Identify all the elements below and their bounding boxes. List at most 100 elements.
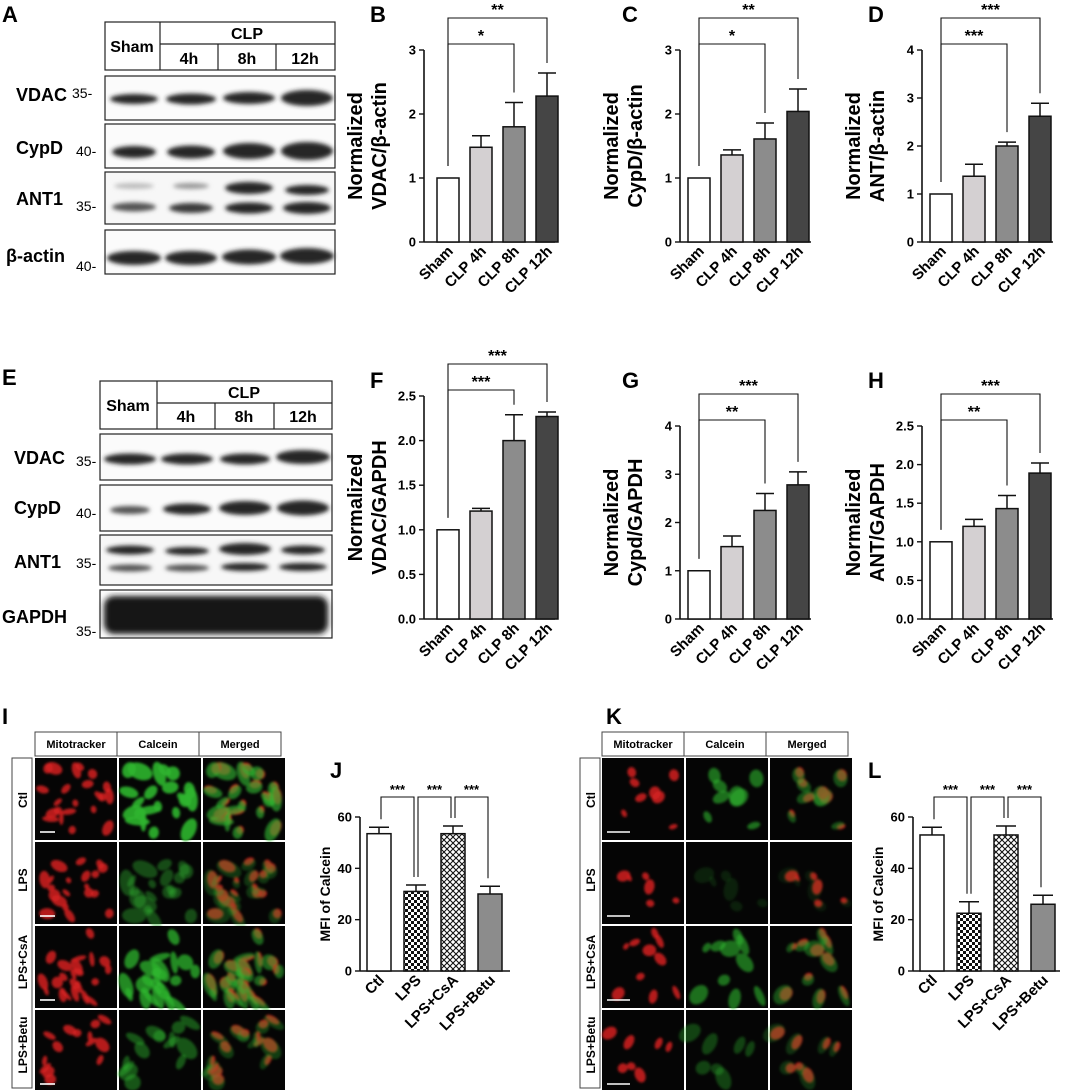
calcein-signal	[134, 1042, 150, 1059]
calcein-signal	[148, 826, 159, 839]
micrograph-cells	[787, 767, 848, 830]
mitotracker-signal	[629, 938, 641, 947]
chart-b-ytick-label: 3	[409, 43, 416, 58]
grid-i-col-mitotracker: Mitotracker	[46, 739, 106, 751]
calcein-signal	[703, 811, 712, 823]
calcein-signal	[787, 811, 796, 823]
chart-l-bar	[993, 834, 1019, 972]
calcein-signal	[222, 805, 245, 815]
chart-b-bar	[436, 177, 460, 243]
chart-b-significance-label: *	[478, 28, 485, 45]
grid-k-row-lps: LPS	[584, 868, 598, 891]
chart-h-ytick-label: 0.0	[896, 612, 914, 627]
grid-i-row-lps-csa: LPS+CsA	[16, 934, 30, 989]
mitotracker-signal	[648, 989, 658, 1004]
calcein-signal	[151, 967, 167, 980]
chart-f-ytick-label: 2.5	[398, 389, 416, 404]
mitotracker-signal	[74, 980, 81, 989]
calcein-signal	[206, 805, 228, 820]
chart-f-ytick-label: 0.0	[398, 612, 416, 627]
calcein-signal	[264, 1015, 285, 1030]
chart-h-ytick-label: 1.0	[896, 534, 914, 549]
calcein-signal	[171, 806, 181, 819]
panel-label-f: F	[370, 368, 383, 393]
chart-l-category-label: Ctl	[915, 972, 941, 998]
blot-e-header-clp: CLP	[228, 385, 260, 402]
mitotracker-signal	[89, 951, 95, 967]
mitotracker-signal	[81, 870, 91, 882]
calcein-signal	[119, 786, 139, 798]
panel-label-c: C	[622, 2, 638, 27]
calcein-signal	[161, 781, 179, 794]
calcein-signal	[213, 886, 224, 897]
chart-b-y-label: Normalized	[345, 92, 367, 200]
calcein-signal	[185, 786, 198, 812]
micrograph-cells	[703, 767, 764, 830]
mitotracker-signal	[75, 857, 87, 866]
micrograph-cells	[36, 762, 114, 836]
mitotracker-signal	[87, 768, 98, 779]
chart-h-ytick-label: 2.5	[896, 419, 914, 434]
chart-c-bar	[687, 177, 711, 243]
mitotracker-signal	[90, 805, 97, 814]
blot-e-header-12h: 12h	[289, 409, 317, 426]
panel-label-i: I	[2, 704, 8, 729]
mitotracker-signal	[649, 786, 661, 800]
calcein-signal	[837, 985, 850, 1007]
chart-f-significance-label: ***	[472, 374, 491, 391]
chart-j-ytick-label: 20	[338, 912, 352, 927]
blot-a-mw-cypd: 40-	[76, 143, 97, 159]
chart-c-y-label: Normalized	[601, 92, 623, 200]
mitotracker-signal	[616, 870, 631, 882]
calcein-signal	[145, 890, 158, 902]
chart-g-significance-label: ***	[739, 378, 758, 395]
chart-f-bar	[436, 529, 460, 620]
blot-a-header-sham: Sham	[110, 39, 154, 56]
micrograph-cells	[203, 761, 282, 842]
mitotracker-signal	[617, 1063, 628, 1073]
mitotracker-signal	[39, 870, 51, 889]
micrograph-cells	[202, 928, 285, 1012]
grid-k-row-ctl: Ctl	[584, 792, 598, 808]
mitotracker-signal	[43, 762, 54, 774]
chart-j-bar	[366, 832, 392, 972]
micrograph-cells	[689, 928, 766, 1010]
mitotracker-signal	[634, 1067, 646, 1083]
chart-h-significance-label: ***	[981, 378, 1000, 395]
mitotracker-signal	[84, 995, 98, 1006]
blot-a-header-12h: 12h	[291, 51, 319, 68]
grid-k-row-lps-betu: LPS+Betu	[584, 1016, 598, 1073]
chart-j-category-label: LPS	[392, 972, 425, 1005]
calcein-signal	[243, 869, 258, 887]
chart-g-significance-label: **	[726, 404, 739, 421]
mitotracker-signal	[45, 807, 60, 819]
calcein-signal	[175, 1054, 187, 1070]
calcein-signal	[168, 1031, 176, 1048]
blot-a-row-ant1	[104, 171, 336, 225]
calcein-signal	[159, 869, 174, 887]
mitotracker-signal	[41, 1055, 48, 1066]
calcein-signal	[254, 975, 266, 986]
mitotracker-signal	[623, 1035, 635, 1050]
chart-j-ytick-label: 40	[338, 861, 352, 876]
chart-l-bar	[956, 912, 982, 972]
panel-label-a: A	[2, 2, 18, 27]
panel-label-j: J	[330, 758, 342, 783]
micrograph-cells	[37, 928, 112, 1006]
chart-l-bar	[919, 834, 945, 972]
chart-f-significance-bracket	[447, 363, 548, 518]
mitotracker-signal	[70, 968, 77, 980]
micrograph-cells	[39, 857, 114, 923]
mitotracker-signal	[60, 989, 72, 1001]
mitotracker-signal	[52, 1041, 63, 1053]
mitotracker-signal	[668, 769, 680, 782]
blot-e-label-ant1: ANT1	[14, 552, 61, 572]
blot-a-label-vdac: VDAC	[16, 85, 67, 105]
calcein-signal	[785, 1033, 802, 1055]
calcein-signal	[779, 1060, 795, 1075]
chart-j-significance-bracket	[417, 796, 452, 878]
chart-g-ytick-label: 2	[665, 515, 672, 530]
mitotracker-signal	[36, 785, 49, 794]
